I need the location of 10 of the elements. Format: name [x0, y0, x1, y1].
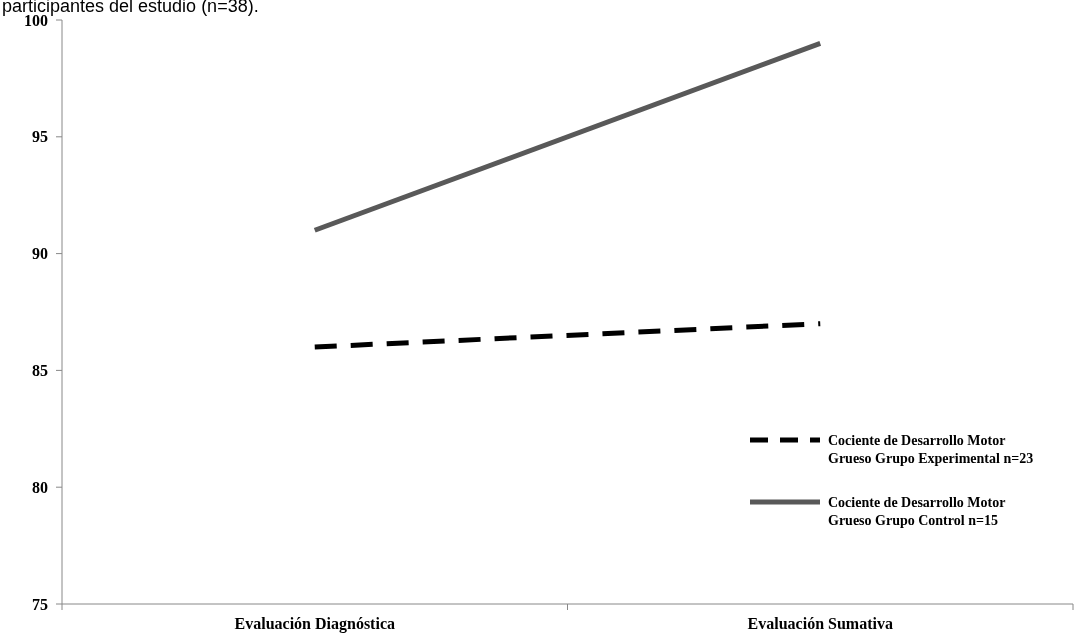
- y-tick-label: 80: [32, 478, 48, 496]
- y-tick-label: 90: [32, 245, 48, 263]
- x-tick-label: Evaluación Sumativa: [747, 615, 893, 632]
- y-tick-label: 95: [32, 128, 48, 146]
- x-tick-label: Evaluación Diagnóstica: [234, 615, 395, 633]
- legend-label: Cociente de Desarrollo Motor Grueso Grupo Control n=15: [828, 495, 1006, 528]
- y-tick-label: 100: [24, 11, 48, 29]
- legend-label: Cociente de Desarrollo Motor Grueso Grupo Experimental n=23: [828, 433, 1034, 466]
- y-tick-label: 85: [32, 362, 48, 379]
- y-tick-label: 75: [32, 595, 48, 613]
